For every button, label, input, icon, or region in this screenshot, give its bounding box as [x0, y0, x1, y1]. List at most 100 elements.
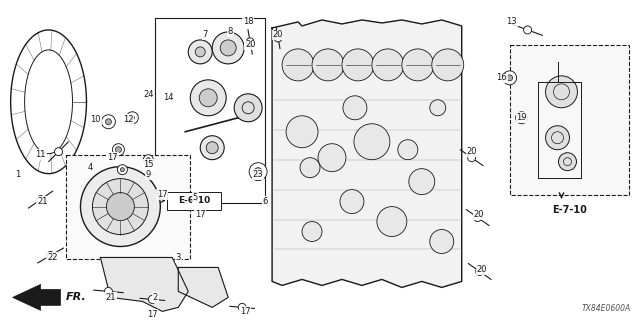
Circle shape [47, 252, 54, 260]
Circle shape [106, 193, 134, 220]
Text: 21: 21 [105, 293, 116, 302]
Circle shape [246, 38, 254, 46]
Circle shape [524, 26, 532, 34]
Text: 7: 7 [202, 30, 208, 39]
Circle shape [54, 148, 63, 156]
Circle shape [340, 190, 364, 213]
Circle shape [147, 158, 150, 162]
Circle shape [545, 76, 577, 108]
Circle shape [409, 169, 435, 195]
Text: 11: 11 [35, 150, 46, 159]
Text: FR.: FR. [65, 292, 86, 302]
Text: E-6-10: E-6-10 [178, 196, 211, 205]
Text: 20: 20 [273, 30, 284, 39]
Circle shape [113, 144, 124, 156]
Text: 18: 18 [243, 18, 253, 27]
Circle shape [545, 126, 570, 150]
Text: 1: 1 [15, 170, 20, 179]
Circle shape [312, 49, 344, 81]
Text: 17: 17 [107, 153, 118, 162]
Circle shape [377, 207, 407, 236]
Circle shape [199, 89, 217, 107]
Text: 17: 17 [157, 190, 168, 199]
Circle shape [516, 112, 527, 124]
Circle shape [282, 49, 314, 81]
Text: 24: 24 [143, 90, 154, 99]
Circle shape [120, 168, 124, 172]
Circle shape [249, 163, 267, 180]
Polygon shape [272, 20, 461, 287]
Circle shape [559, 153, 577, 171]
Text: 23: 23 [253, 170, 264, 179]
Circle shape [195, 47, 205, 57]
Text: 20: 20 [474, 210, 484, 219]
Circle shape [115, 147, 122, 153]
Circle shape [81, 167, 161, 246]
Bar [156, 18, 265, 203]
Circle shape [302, 221, 322, 242]
Text: 8: 8 [227, 28, 233, 36]
Circle shape [117, 165, 127, 175]
Text: 21: 21 [37, 197, 48, 206]
Text: 19: 19 [516, 113, 527, 122]
Text: 6: 6 [262, 197, 268, 206]
Circle shape [188, 40, 212, 64]
Circle shape [143, 155, 154, 165]
Circle shape [476, 268, 484, 276]
Circle shape [342, 49, 374, 81]
Text: TX84E0600A: TX84E0600A [582, 304, 632, 313]
Circle shape [148, 295, 156, 303]
Circle shape [286, 116, 318, 148]
Text: 9: 9 [146, 170, 151, 179]
FancyBboxPatch shape [65, 155, 190, 260]
Circle shape [92, 179, 148, 235]
Circle shape [343, 96, 367, 120]
Circle shape [102, 115, 115, 129]
Text: 2: 2 [153, 293, 158, 302]
Text: 3: 3 [175, 253, 181, 262]
Text: 16: 16 [496, 73, 507, 82]
Text: 4: 4 [88, 163, 93, 172]
Circle shape [398, 140, 418, 160]
Text: 20: 20 [467, 147, 477, 156]
Circle shape [106, 119, 111, 125]
Circle shape [212, 32, 244, 64]
Text: 20: 20 [245, 40, 255, 49]
Circle shape [430, 229, 454, 253]
Circle shape [131, 116, 134, 120]
Circle shape [300, 158, 320, 178]
Circle shape [520, 116, 524, 120]
Text: 15: 15 [143, 160, 154, 169]
Circle shape [238, 303, 246, 311]
Circle shape [474, 213, 482, 221]
Text: 17: 17 [195, 210, 205, 219]
Polygon shape [100, 258, 188, 311]
Circle shape [354, 124, 390, 160]
Circle shape [190, 80, 226, 116]
Circle shape [402, 49, 434, 81]
FancyBboxPatch shape [509, 45, 629, 195]
Text: 13: 13 [506, 18, 517, 27]
Text: 12: 12 [123, 115, 134, 124]
Circle shape [200, 136, 224, 160]
Text: 14: 14 [163, 93, 173, 102]
Circle shape [126, 112, 138, 124]
Text: 17: 17 [240, 307, 250, 316]
Circle shape [234, 94, 262, 122]
Text: 20: 20 [476, 265, 487, 274]
Text: 17: 17 [147, 310, 157, 319]
Circle shape [507, 75, 513, 81]
Text: 22: 22 [47, 253, 58, 262]
Polygon shape [179, 268, 228, 308]
Circle shape [104, 287, 113, 295]
Polygon shape [13, 284, 61, 310]
Circle shape [432, 49, 464, 81]
Circle shape [206, 142, 218, 154]
Circle shape [318, 144, 346, 172]
Circle shape [502, 71, 516, 85]
Text: 5: 5 [193, 193, 198, 202]
Text: E-7-10: E-7-10 [552, 204, 587, 215]
Text: 10: 10 [90, 115, 100, 124]
Circle shape [372, 49, 404, 81]
Circle shape [468, 154, 476, 162]
